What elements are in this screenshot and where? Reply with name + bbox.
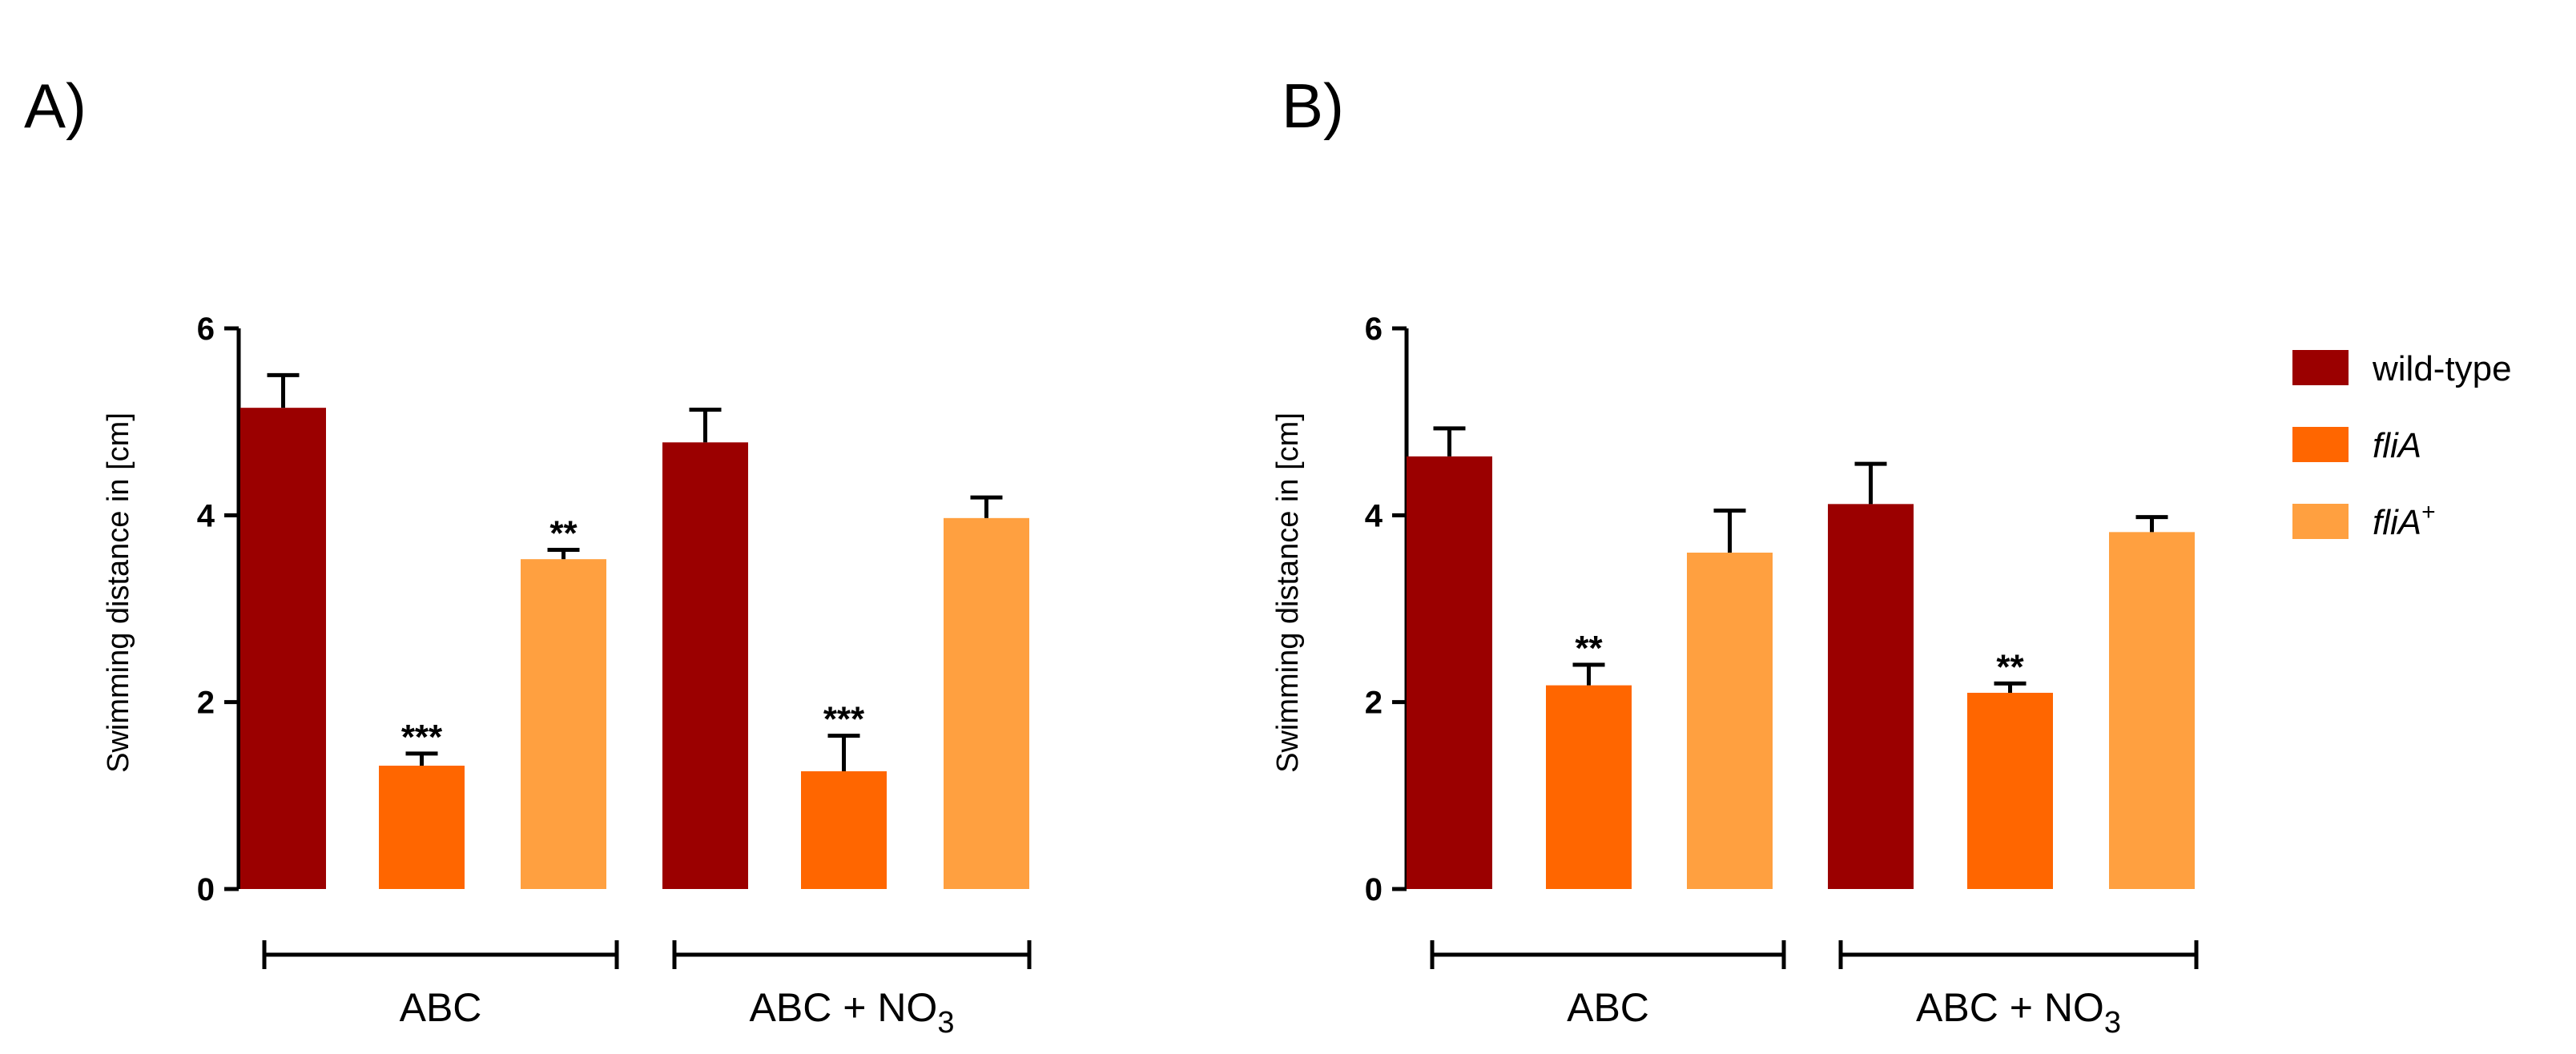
bar-fliA-1 xyxy=(1967,693,2053,889)
bar-fliA+-0 xyxy=(521,559,606,889)
panel-label: B) xyxy=(1282,70,1344,141)
bar-fliA+-1 xyxy=(944,517,1029,889)
group-label-subscript: 3 xyxy=(937,1006,954,1040)
legend-swatch-1 xyxy=(2292,427,2349,462)
y-tick-label: 2 xyxy=(1365,686,1383,721)
y-axis-label: Swimming distance in [cm] xyxy=(1271,412,1305,773)
y-tick-label: 0 xyxy=(1365,872,1383,907)
y-tick-label: 4 xyxy=(1365,498,1383,533)
bar-fliA-0 xyxy=(1546,685,1632,889)
bar-fliA-1 xyxy=(801,771,887,889)
bar-fliA+-0 xyxy=(1687,553,1773,889)
y-tick-label: 4 xyxy=(197,498,215,533)
legend-label-superscript: + xyxy=(2421,499,2436,525)
legend-label-text: fliA xyxy=(2373,426,2421,465)
legend-label: wild-type xyxy=(2372,349,2512,388)
panel-label: A) xyxy=(24,70,87,141)
legend-label-text: fliA xyxy=(2373,503,2421,542)
group-label-text: ABC + NO xyxy=(750,985,938,1030)
group-label-text: ABC + NO xyxy=(1916,985,2104,1030)
y-axis-label: Swimming distance in [cm] xyxy=(102,412,135,773)
bar-fliA-0 xyxy=(379,766,465,889)
bar-fliA+-1 xyxy=(2109,532,2195,889)
significance-mark: ** xyxy=(1575,629,1603,668)
legend-label: fliA xyxy=(2373,426,2421,465)
group-label: ABC + NO3 xyxy=(750,985,955,1040)
significance-mark: *** xyxy=(823,700,865,739)
panel-b: B) 0 2 4 6 Swimming distance in [cm] ** ** ABC AB… xyxy=(1271,70,2199,1040)
y-tick-label: 2 xyxy=(197,686,215,721)
group-label-subscript: 3 xyxy=(2104,1006,2121,1040)
significance-mark: ** xyxy=(1996,647,2024,686)
significance-mark: *** xyxy=(401,718,443,757)
group-label: ABC + NO3 xyxy=(1916,985,2121,1040)
y-tick-label: 6 xyxy=(197,312,215,347)
group-label-text: ABC xyxy=(400,985,482,1030)
significance-mark: ** xyxy=(549,514,578,553)
legend-label-text: wild-type xyxy=(2372,349,2512,388)
group-label-text: ABC xyxy=(1567,985,1649,1030)
y-tick-label: 0 xyxy=(197,872,215,907)
bar-wild-type-0 xyxy=(1407,456,1492,889)
group-label: ABC xyxy=(1567,985,1649,1030)
bar-wild-type-1 xyxy=(1828,504,1914,889)
bar-wild-type-0 xyxy=(240,408,326,890)
legend-label: fliA+ xyxy=(2373,499,2436,542)
legend-swatch-2 xyxy=(2292,504,2349,539)
y-tick-label: 6 xyxy=(1365,312,1383,347)
group-label: ABC xyxy=(400,985,482,1030)
bar-wild-type-1 xyxy=(662,442,748,889)
legend-swatch-0 xyxy=(2292,350,2349,385)
